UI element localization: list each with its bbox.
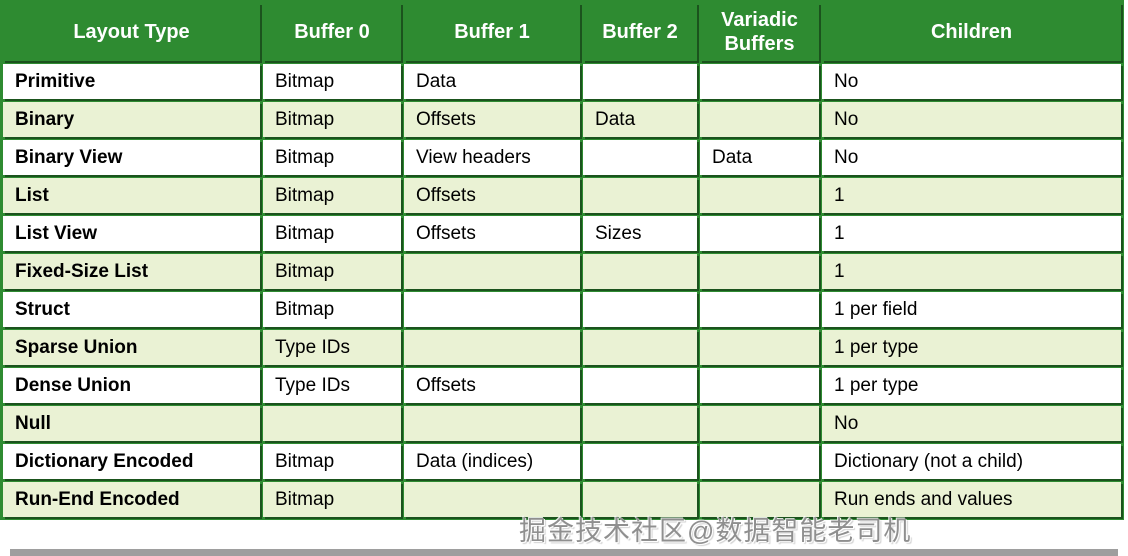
buffer0-cell	[263, 406, 401, 441]
children-cell: 1 per type	[822, 330, 1121, 365]
layout-type-cell: Dictionary Encoded	[3, 444, 260, 479]
header-buffer0: Buffer 0	[263, 3, 401, 61]
children-cell: No	[822, 102, 1121, 137]
children-cell: No	[822, 406, 1121, 441]
buffer2-cell	[583, 64, 697, 99]
layout-type-cell: Run-End Encoded	[3, 482, 260, 517]
layout-type-cell: Primitive	[3, 64, 260, 99]
buffer0-cell: Bitmap	[263, 292, 401, 327]
children-cell: No	[822, 140, 1121, 175]
buffer1-cell: Offsets	[404, 368, 580, 403]
layout-type-cell: Binary	[3, 102, 260, 137]
table-row: Fixed-Size List Bitmap 1	[3, 254, 1121, 289]
children-cell: 1	[822, 178, 1121, 213]
table-body: Primitive Bitmap Data No Binary Bitmap Offsets…	[3, 64, 1121, 517]
variadic-buffers-cell	[700, 444, 819, 479]
children-cell: 1	[822, 216, 1121, 251]
table-bottom-shadow	[10, 549, 1118, 556]
buffer0-cell: Bitmap	[263, 216, 401, 251]
header-buffer1: Buffer 1	[404, 3, 580, 61]
buffer1-cell	[404, 254, 580, 289]
buffer2-cell	[583, 292, 697, 327]
variadic-buffers-cell	[700, 292, 819, 327]
buffer0-cell: Bitmap	[263, 64, 401, 99]
layout-type-cell: List View	[3, 216, 260, 251]
layout-type-cell: Dense Union	[3, 368, 260, 403]
children-cell: Dictionary (not a child)	[822, 444, 1121, 479]
variadic-buffers-cell	[700, 330, 819, 365]
variadic-buffers-cell	[700, 102, 819, 137]
buffer0-cell: Type IDs	[263, 368, 401, 403]
buffer1-cell: Offsets	[404, 102, 580, 137]
variadic-buffers-cell	[700, 482, 819, 517]
table-row: Binary View Bitmap View headers Data No	[3, 140, 1121, 175]
buffer2-cell	[583, 178, 697, 213]
children-cell: 1	[822, 254, 1121, 289]
table-row: Binary Bitmap Offsets Data No	[3, 102, 1121, 137]
table-row: List Bitmap Offsets 1	[3, 178, 1121, 213]
table-row: Struct Bitmap 1 per field	[3, 292, 1121, 327]
buffer2-cell	[583, 482, 697, 517]
buffer1-cell	[404, 330, 580, 365]
table-row: Null No	[3, 406, 1121, 441]
layout-type-cell: Binary View	[3, 140, 260, 175]
buffer2-cell	[583, 140, 697, 175]
buffer1-cell	[404, 482, 580, 517]
header-row: Layout Type Buffer 0 Buffer 1 Buffer 2 V…	[3, 3, 1121, 61]
layout-type-cell: Fixed-Size List	[3, 254, 260, 289]
variadic-buffers-cell	[700, 368, 819, 403]
header-layout-type: Layout Type	[3, 3, 260, 61]
buffer1-cell: Offsets	[404, 216, 580, 251]
buffer0-cell: Bitmap	[263, 178, 401, 213]
buffer0-cell: Bitmap	[263, 140, 401, 175]
buffer1-cell: View headers	[404, 140, 580, 175]
header-variadic-buffers: Variadic Buffers	[700, 3, 819, 61]
table-header: Layout Type Buffer 0 Buffer 1 Buffer 2 V…	[3, 3, 1121, 61]
layout-type-cell: Sparse Union	[3, 330, 260, 365]
table-row: List View Bitmap Offsets Sizes 1	[3, 216, 1121, 251]
layout-type-cell: List	[3, 178, 260, 213]
header-buffer2: Buffer 2	[583, 3, 697, 61]
variadic-buffers-cell	[700, 254, 819, 289]
buffer0-cell: Bitmap	[263, 444, 401, 479]
buffer1-cell: Data	[404, 64, 580, 99]
children-cell: Run ends and values	[822, 482, 1121, 517]
variadic-buffers-cell	[700, 64, 819, 99]
buffer1-cell	[404, 406, 580, 441]
layout-type-cell: Struct	[3, 292, 260, 327]
children-cell: No	[822, 64, 1121, 99]
buffer2-cell	[583, 368, 697, 403]
buffer0-cell: Bitmap	[263, 254, 401, 289]
table-row: Primitive Bitmap Data No	[3, 64, 1121, 99]
buffer0-cell: Type IDs	[263, 330, 401, 365]
variadic-buffers-cell	[700, 406, 819, 441]
variadic-buffers-cell	[700, 178, 819, 213]
table-row: Dictionary Encoded Bitmap Data (indices) Di…	[3, 444, 1121, 479]
buffer1-cell	[404, 292, 580, 327]
buffer2-cell	[583, 330, 697, 365]
buffer2-cell	[583, 444, 697, 479]
buffer2-cell	[583, 254, 697, 289]
buffer2-cell: Data	[583, 102, 697, 137]
header-children: Children	[822, 3, 1121, 61]
buffer2-cell: Sizes	[583, 216, 697, 251]
layout-type-cell: Null	[3, 406, 260, 441]
variadic-buffers-cell: Data	[700, 140, 819, 175]
buffer0-cell: Bitmap	[263, 102, 401, 137]
buffer2-cell	[583, 406, 697, 441]
children-cell: 1 per field	[822, 292, 1121, 327]
buffer1-cell: Offsets	[404, 178, 580, 213]
table-row: Dense Union Type IDs Offsets 1 per type	[3, 368, 1121, 403]
children-cell: 1 per type	[822, 368, 1121, 403]
table-row: Sparse Union Type IDs 1 per type	[3, 330, 1121, 365]
buffer0-cell: Bitmap	[263, 482, 401, 517]
variadic-buffers-cell	[700, 216, 819, 251]
layout-buffers-table: Layout Type Buffer 0 Buffer 1 Buffer 2 V…	[0, 0, 1124, 520]
buffer1-cell: Data (indices)	[404, 444, 580, 479]
table-row: Run-End Encoded Bitmap Run ends and values	[3, 482, 1121, 517]
